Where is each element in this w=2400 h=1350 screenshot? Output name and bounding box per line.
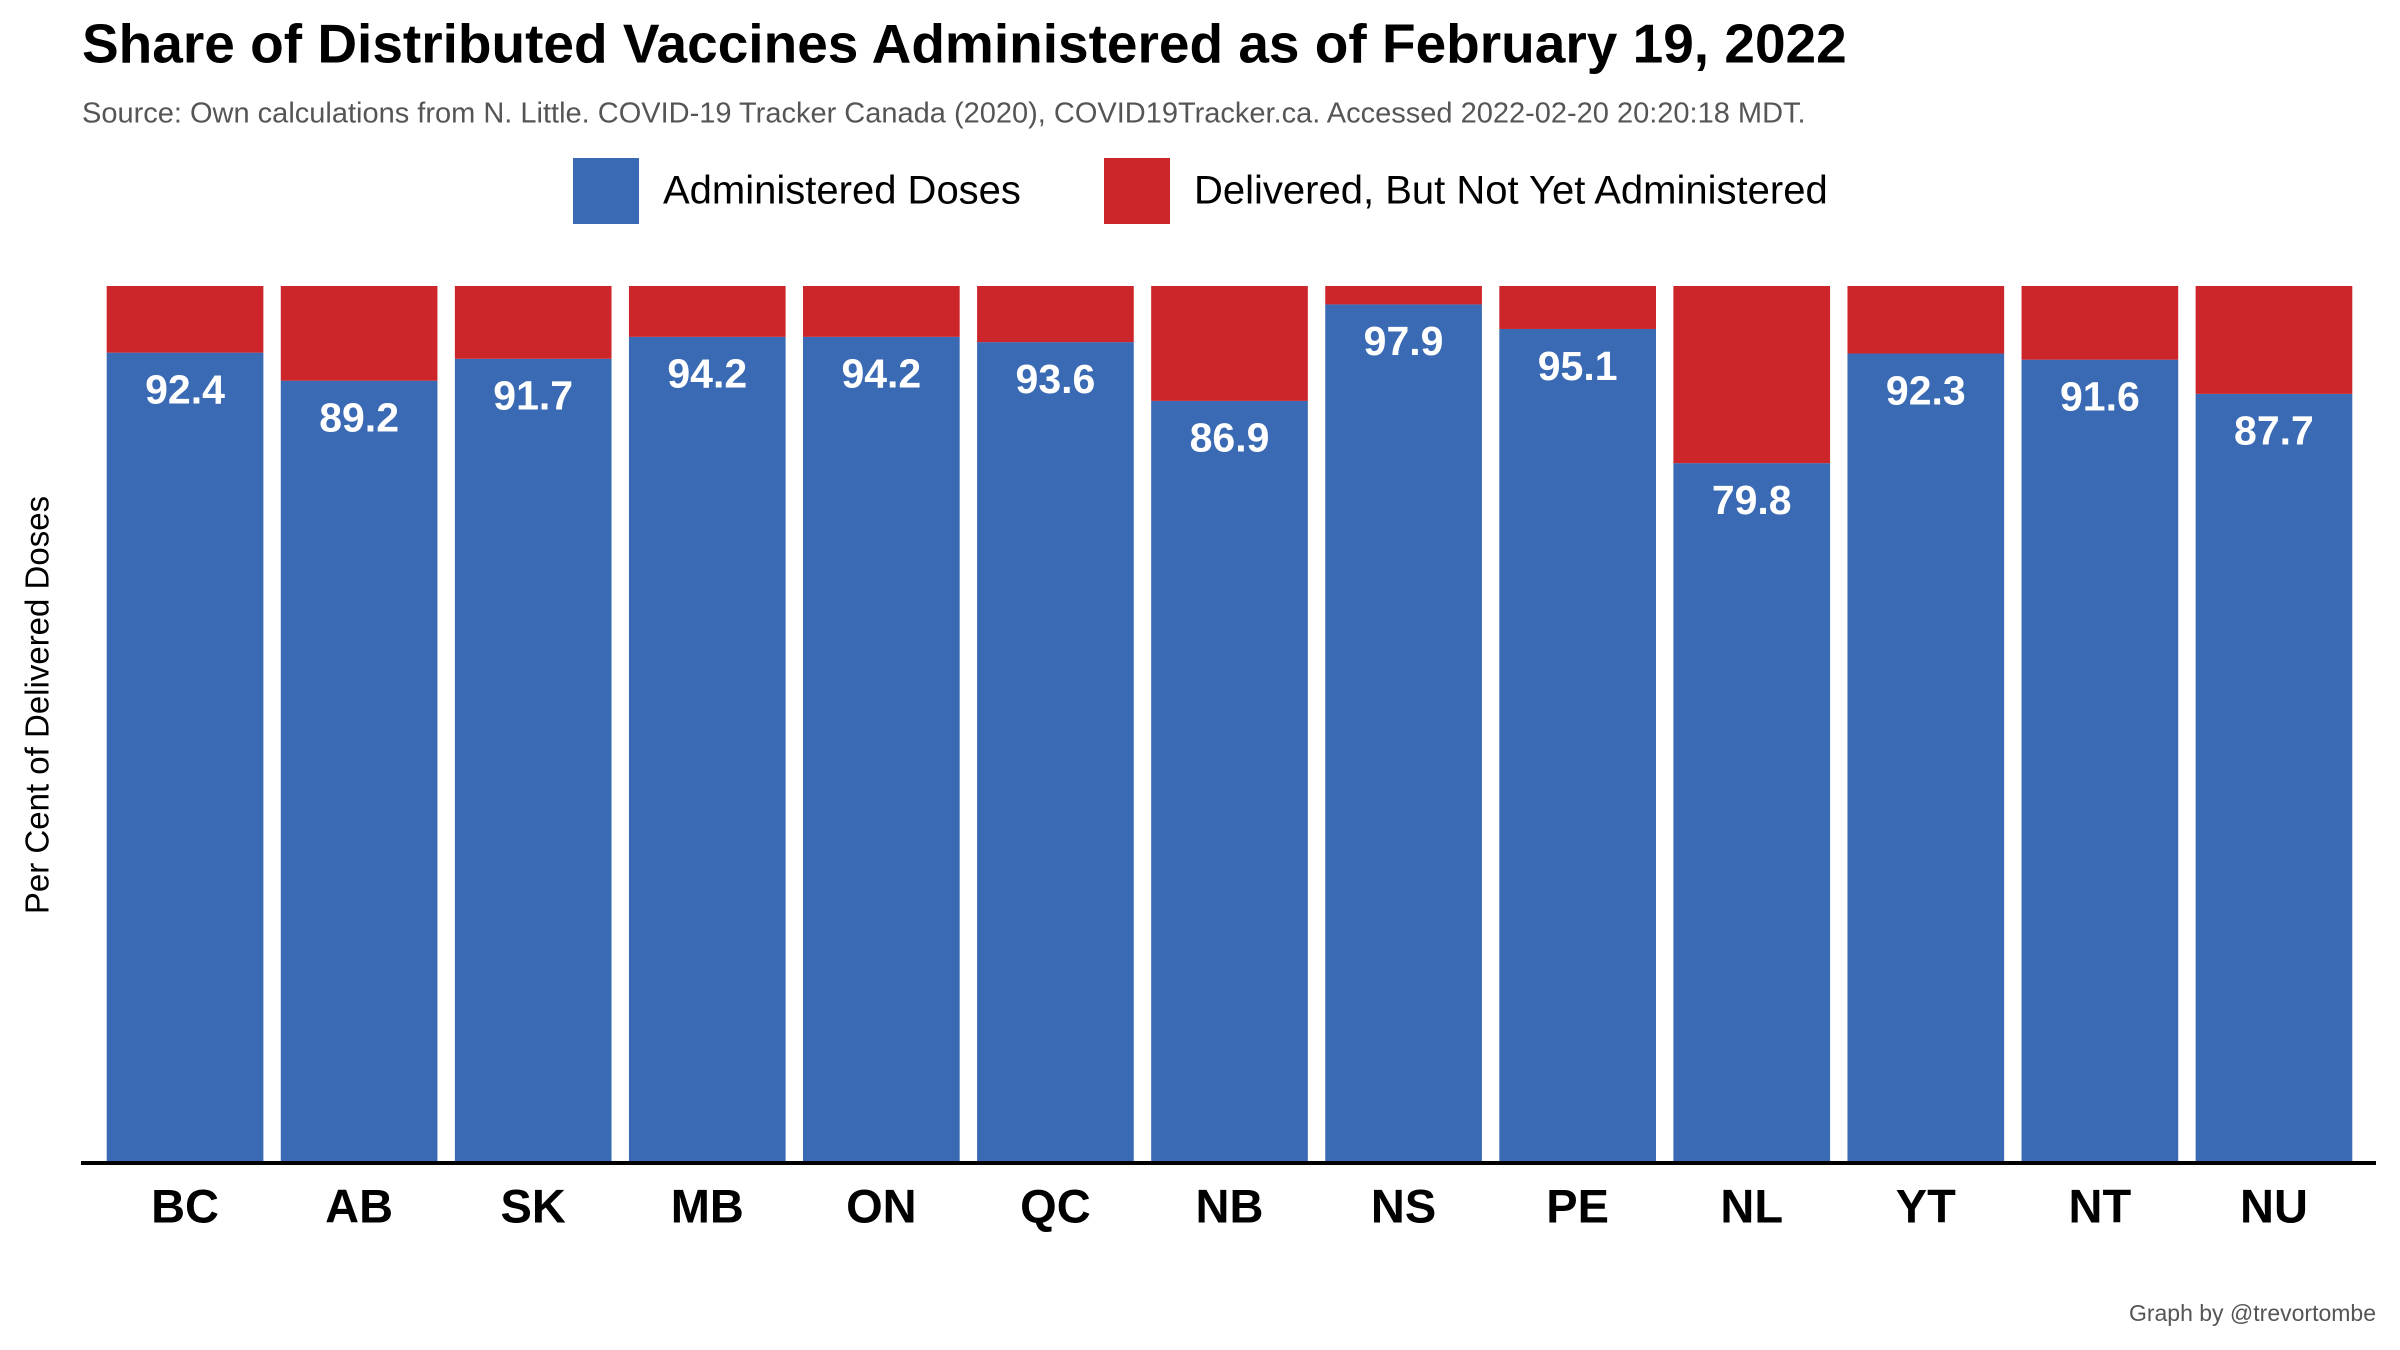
x-tick-label: BC xyxy=(151,1179,219,1232)
value-label: 89.2 xyxy=(319,395,399,441)
value-label: 87.7 xyxy=(2234,408,2314,454)
value-label: 93.6 xyxy=(1016,356,1096,402)
value-label: 92.4 xyxy=(145,366,225,412)
bar-segment xyxy=(1325,304,1482,1163)
x-tick-label: QC xyxy=(1020,1179,1091,1232)
value-label: 91.7 xyxy=(493,373,573,419)
x-tick-label: NB xyxy=(1196,1179,1264,1232)
bar-segment xyxy=(1499,286,1656,329)
x-tick-label: YT xyxy=(1896,1179,1956,1232)
x-tick-label: NS xyxy=(1371,1179,1436,1232)
bar-segment xyxy=(1325,286,1482,305)
bar-segment xyxy=(280,380,438,1163)
bar-segment xyxy=(1673,463,1831,1163)
legend-label: Administered Doses xyxy=(663,169,1021,213)
x-tick-label: NL xyxy=(1720,1179,1783,1232)
chart-subtitle: Source: Own calculations from N. Little.… xyxy=(82,98,1806,130)
x-tick-label: SK xyxy=(501,1179,566,1232)
bar-segment xyxy=(803,336,960,1164)
legend-label: Delivered, But Not Yet Administered xyxy=(1194,169,1828,213)
bar-segment xyxy=(628,286,786,337)
bar-segment xyxy=(2021,286,2179,360)
bar-segment xyxy=(977,342,1134,1163)
bar-segment xyxy=(803,286,960,337)
bar-segment xyxy=(1847,286,2005,354)
bar-segment xyxy=(106,352,264,1164)
bar-segment xyxy=(454,286,612,359)
bar-segment xyxy=(1499,328,1656,1163)
value-label: 92.3 xyxy=(1886,367,1966,413)
x-tick-label: NT xyxy=(2069,1179,2132,1232)
y-axis-label: Per Cent of Delivered Doses xyxy=(19,496,56,914)
value-label: 97.9 xyxy=(1364,318,1444,364)
value-label: 94.2 xyxy=(841,351,921,397)
bar-segment xyxy=(1151,286,1308,401)
value-label: 95.1 xyxy=(1538,343,1618,389)
x-tick-label: PE xyxy=(1546,1179,1609,1232)
bar-segment xyxy=(628,336,786,1164)
value-label: 94.2 xyxy=(667,351,747,397)
x-tick-label: AB xyxy=(325,1179,393,1232)
bar-segment xyxy=(2021,359,2179,1164)
bar-segment xyxy=(977,286,1134,343)
bar-segment xyxy=(2195,286,2353,394)
bar-segment xyxy=(454,358,612,1163)
value-label: 91.6 xyxy=(2060,373,2140,419)
chart-title: Share of Distributed Vaccines Administer… xyxy=(82,13,1847,75)
bar-segment xyxy=(1847,353,2005,1163)
legend-swatch xyxy=(573,158,639,224)
bar-segment xyxy=(1673,286,1831,464)
bar-segment xyxy=(2195,393,2353,1164)
bar-segment xyxy=(1151,400,1308,1164)
x-tick-label: NU xyxy=(2240,1179,2308,1232)
bar-segment xyxy=(106,286,264,353)
legend-swatch xyxy=(1104,158,1170,224)
value-label: 86.9 xyxy=(1190,415,1270,461)
x-tick-label: ON xyxy=(846,1179,917,1232)
bar-segment xyxy=(280,286,438,381)
x-tick-label: MB xyxy=(671,1179,744,1232)
caption: Graph by @trevortombe xyxy=(2129,1300,2376,1326)
value-label: 79.8 xyxy=(1712,477,1792,523)
